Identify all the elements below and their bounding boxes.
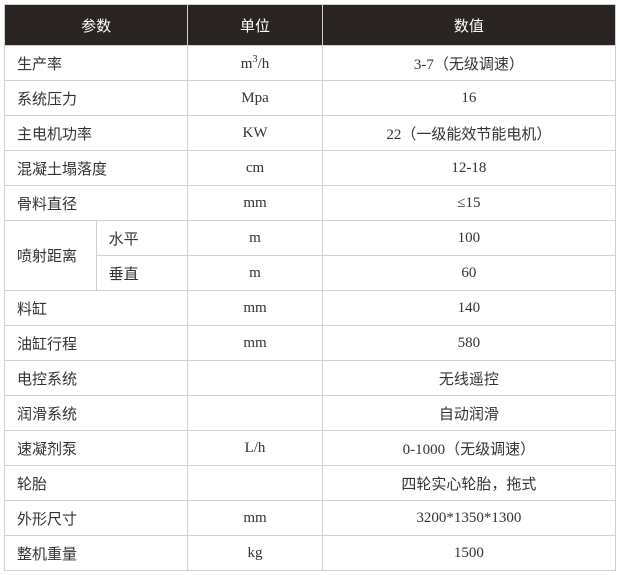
param-cell: 轮胎 (5, 466, 188, 501)
unit-cell: KW (188, 116, 322, 151)
table-row: 系统压力Mpa16 (5, 81, 616, 116)
table-row: 油缸行程mm580 (5, 326, 616, 361)
table-row: 外形尺寸mm3200*1350*1300 (5, 501, 616, 536)
header-unit: 单位 (188, 5, 322, 46)
param-cell: 生产率 (5, 46, 188, 81)
unit-cell (188, 466, 322, 501)
unit-cell: Mpa (188, 81, 322, 116)
value-cell: 四轮实心轮胎，拖式 (322, 466, 615, 501)
value-cell: 12-18 (322, 151, 615, 186)
value-cell: 1500 (322, 536, 615, 571)
value-cell: 0-1000（无级调速） (322, 431, 615, 466)
value-cell: 60 (322, 256, 615, 291)
table-row: 骨料直径mm≤15 (5, 186, 616, 221)
value-cell: 无线遥控 (322, 361, 615, 396)
param-cell: 润滑系统 (5, 396, 188, 431)
unit-cell: cm (188, 151, 322, 186)
subparam-cell: 垂直 (96, 256, 188, 291)
value-cell: 3200*1350*1300 (322, 501, 615, 536)
subparam-cell: 水平 (96, 221, 188, 256)
param-cell: 混凝土塌落度 (5, 151, 188, 186)
param-cell: 整机重量 (5, 536, 188, 571)
header-value: 数值 (322, 5, 615, 46)
value-cell: 自动润滑 (322, 396, 615, 431)
table-row: 速凝剂泵L/h0-1000（无级调速） (5, 431, 616, 466)
header-param: 参数 (5, 5, 188, 46)
unit-cell: L/h (188, 431, 322, 466)
unit-cell: mm (188, 291, 322, 326)
table-row: 料缸mm140 (5, 291, 616, 326)
table-row: 轮胎 四轮实心轮胎，拖式 (5, 466, 616, 501)
unit-cell: mm (188, 186, 322, 221)
param-cell: 外形尺寸 (5, 501, 188, 536)
unit-cell (188, 361, 322, 396)
table-row: 喷射距离水平m100 (5, 221, 616, 256)
unit-cell: mm (188, 326, 322, 361)
unit-cell (188, 396, 322, 431)
value-cell: 16 (322, 81, 615, 116)
value-cell: 22（一级能效节能电机） (322, 116, 615, 151)
table-row: 整机重量kg1500 (5, 536, 616, 571)
value-cell: 140 (322, 291, 615, 326)
table-row: 润滑系统 自动润滑 (5, 396, 616, 431)
unit-cell: m (188, 221, 322, 256)
param-cell: 骨料直径 (5, 186, 188, 221)
param-cell: 喷射距离 (5, 221, 97, 291)
param-cell: 系统压力 (5, 81, 188, 116)
header-row: 参数 单位 数值 (5, 5, 616, 46)
param-cell: 料缸 (5, 291, 188, 326)
table-row: 垂直m60 (5, 256, 616, 291)
table-row: 主电机功率KW22（一级能效节能电机） (5, 116, 616, 151)
table-row: 混凝土塌落度cm12-18 (5, 151, 616, 186)
table-row: 生产率m3/h3-7（无级调速） (5, 46, 616, 81)
table-row: 电控系统 无线遥控 (5, 361, 616, 396)
unit-cell: mm (188, 501, 322, 536)
value-cell: ≤15 (322, 186, 615, 221)
unit-cell: m (188, 256, 322, 291)
param-cell: 油缸行程 (5, 326, 188, 361)
value-cell: 100 (322, 221, 615, 256)
value-cell: 3-7（无级调速） (322, 46, 615, 81)
unit-cell: m3/h (188, 46, 322, 81)
param-cell: 速凝剂泵 (5, 431, 188, 466)
spec-table: 参数 单位 数值 生产率m3/h3-7（无级调速）系统压力Mpa16主电机功率K… (4, 4, 616, 571)
param-cell: 电控系统 (5, 361, 188, 396)
param-cell: 主电机功率 (5, 116, 188, 151)
unit-cell: kg (188, 536, 322, 571)
value-cell: 580 (322, 326, 615, 361)
